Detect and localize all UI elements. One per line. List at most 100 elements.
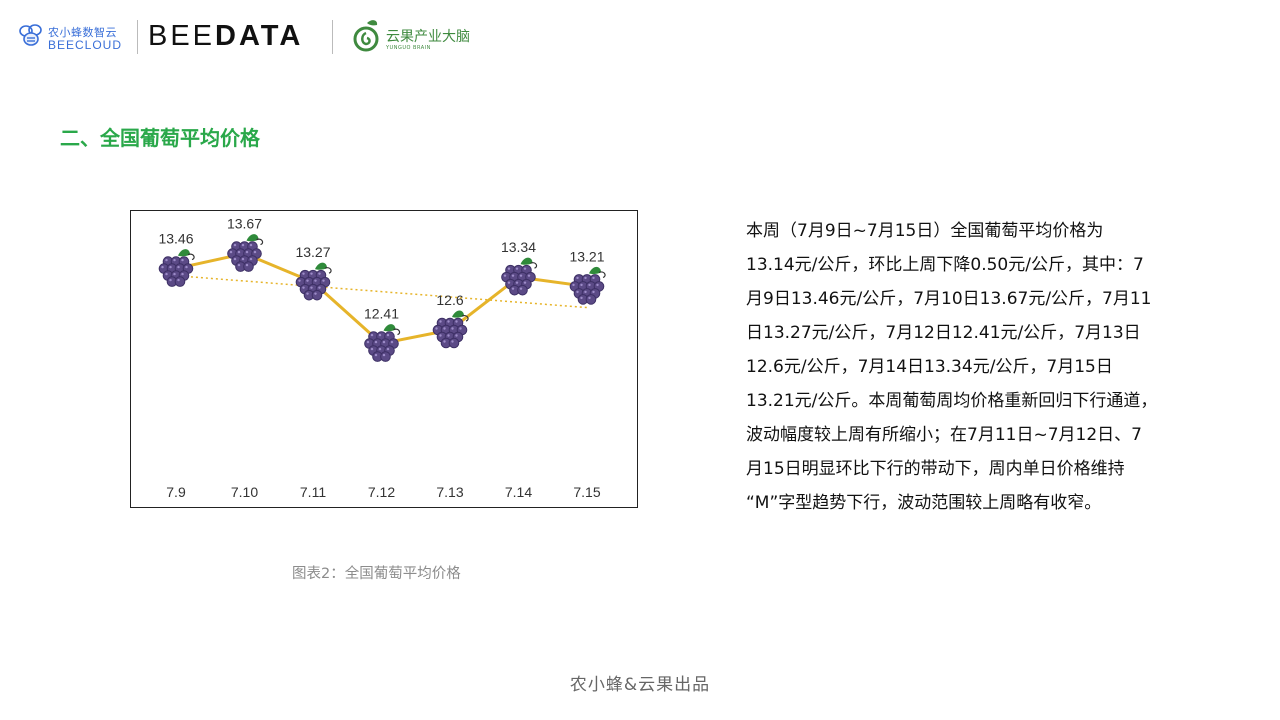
data-label: 13.27 — [295, 244, 330, 260]
grape-tendril — [530, 262, 538, 269]
grape-highlight — [588, 283, 591, 287]
grape-berry — [243, 261, 254, 272]
description-line: “M”字型趋势下行，波动范围较上周略有收窄。 — [746, 493, 1102, 513]
grape-highlight — [165, 272, 168, 276]
grape-highlight — [386, 333, 390, 337]
grape-leaf — [452, 310, 464, 318]
yunguo-logo-icon — [353, 20, 379, 52]
data-label: 13.21 — [569, 248, 604, 264]
grape-highlight — [306, 279, 309, 282]
grape-highlight — [451, 327, 454, 330]
grape-highlight — [181, 272, 184, 276]
x-tick-label: 7.13 — [436, 484, 463, 500]
grape-leaf — [178, 249, 190, 257]
grape-leaf — [589, 266, 601, 275]
grape-highlight — [439, 334, 442, 337]
grape-highlight — [169, 278, 172, 282]
grape-highlight — [306, 292, 309, 295]
grape-highlight — [390, 340, 394, 344]
grape-highlight — [229, 250, 233, 254]
data-label: 12.41 — [364, 306, 399, 322]
description-line: 13.21元/公斤。本周葡萄周均价格重新回归下行通道， — [746, 391, 1158, 411]
description-paragraph: 本周（7月9日~7月15日）全国葡萄平均价格为 13.14元/公斤，环比上周下降0… — [746, 214, 1216, 520]
grape-tendril — [598, 271, 606, 279]
grape-highlight — [447, 334, 450, 337]
grape-tendril — [461, 315, 469, 322]
grape-highlight — [592, 290, 595, 294]
bee-logo-icon — [19, 24, 42, 46]
x-tick-label: 7.10 — [231, 484, 258, 500]
grape-highlight — [584, 276, 587, 280]
grape-highlight — [443, 340, 446, 343]
grape-highlight — [370, 333, 374, 337]
grape-highlight — [580, 296, 583, 300]
grape-highlight — [378, 347, 382, 351]
grape-icon — [569, 266, 606, 305]
yunguo-en-name: YUNGUO BRAIN — [386, 45, 431, 51]
grape-leaf — [383, 324, 396, 332]
x-tick-label: 7.15 — [573, 484, 600, 500]
grape-highlight — [374, 340, 378, 344]
grape-highlight — [447, 320, 450, 323]
description-line: 日13.27元/公斤，7月12日12.41元/公斤，7月13日 — [746, 323, 1141, 343]
grape-highlight — [161, 265, 164, 269]
grape-highlight — [588, 296, 591, 300]
grape-highlight — [322, 279, 325, 282]
grape-icon — [364, 324, 401, 362]
x-tick-label: 7.11 — [300, 484, 326, 500]
grape-highlight — [378, 333, 382, 337]
grape-highlight — [515, 281, 519, 284]
grape-berry — [174, 276, 186, 287]
grape-highlight — [511, 274, 515, 277]
grape-highlight — [515, 267, 519, 270]
yunguo-cn-name: 云果产业大脑 — [386, 29, 470, 45]
grape-icon — [158, 249, 195, 287]
beecloud-en-name: BEECLOUD — [48, 38, 123, 52]
grape-highlight — [237, 263, 241, 267]
grape-highlight — [572, 283, 575, 287]
grape-highlight — [310, 272, 313, 275]
description-line: 13.14元/公斤，环比上周下降0.50元/公斤，其中：7 — [746, 255, 1144, 275]
grape-highlight — [455, 320, 458, 323]
grape-highlight — [576, 276, 579, 280]
grape-highlight — [249, 243, 253, 247]
trend-line — [175, 274, 588, 309]
grape-highlight — [253, 250, 257, 254]
description-line: 波动幅度较上周有所缩小；在7月11日~7月12日、7 — [746, 425, 1142, 445]
grape-highlight — [519, 274, 523, 277]
grape-highlight — [366, 340, 370, 344]
grape-icon — [432, 310, 469, 349]
grape-highlight — [370, 347, 374, 351]
grape-highlight — [439, 320, 442, 323]
grape-highlight — [181, 258, 184, 262]
grape-highlight — [592, 276, 595, 280]
beecloud-cn-name: 农小蜂数智云 — [48, 26, 117, 39]
chart-caption: 图表2：全国葡萄平均价格 — [292, 566, 461, 582]
grape-icon — [501, 257, 538, 296]
grape-highlight — [233, 257, 237, 261]
grape-highlight — [455, 334, 458, 337]
grape-berry — [448, 337, 460, 349]
grape-highlight — [443, 327, 446, 330]
yunguo-logo: 云果产业大脑 YUNGUO BRAIN — [352, 17, 492, 57]
grape-tendril — [256, 238, 264, 246]
data-label: 13.34 — [501, 239, 536, 255]
grape-highlight — [165, 258, 168, 262]
grape-highlight — [386, 347, 390, 351]
grape-highlight — [245, 250, 249, 254]
grape-highlight — [241, 257, 245, 261]
grape-highlight — [245, 263, 249, 267]
header: 农小蜂数智云 BEECLOUD BEEDATA 云果产业大脑 YUNGUO BR… — [0, 0, 1280, 80]
grape-highlight — [507, 267, 511, 270]
beedata-bold-text: DATA — [215, 20, 304, 52]
grape-highlight — [382, 340, 386, 344]
grape-highlight — [318, 272, 321, 275]
grape-highlight — [177, 265, 180, 269]
data-label: 12.6 — [436, 292, 463, 308]
x-tick-label: 7.9 — [166, 484, 186, 500]
grape-icon — [295, 262, 332, 301]
grape-highlight — [314, 279, 317, 282]
footer-credit: 农小蜂&云果出品 — [569, 675, 711, 695]
description-line: 月9日13.46元/公斤，7月10日13.67元/公斤，7月11 — [746, 289, 1152, 309]
grape-tendril — [187, 253, 195, 261]
